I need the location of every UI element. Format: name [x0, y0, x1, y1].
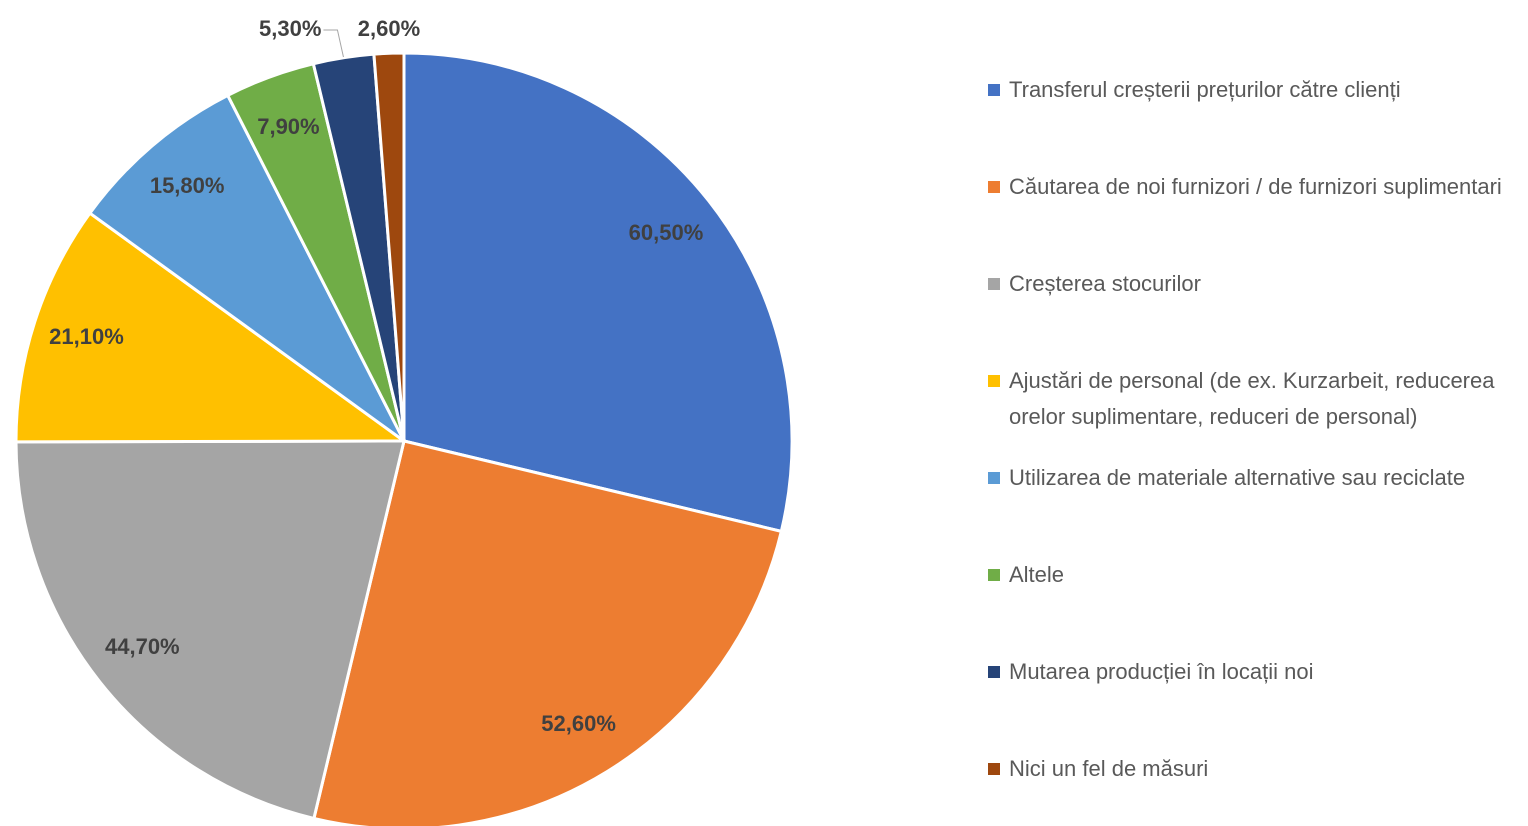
legend-swatch [988, 375, 1000, 387]
data-label: 15,80% [150, 173, 225, 198]
legend-swatch [988, 666, 1000, 678]
data-label: 44,70% [105, 634, 180, 659]
legend-label: Altele [1009, 562, 1065, 587]
legend-entry: Nici un fel de măsuri [988, 751, 1524, 787]
legend-entry: Creșterea stocurilor [988, 266, 1524, 302]
data-label: 5,30% [259, 16, 321, 41]
slice [87, 93, 406, 443]
data-label: 21,10% [49, 324, 124, 349]
legend-entry: Mutarea producției în locații noi [988, 654, 1524, 690]
data-label: 52,60% [541, 711, 616, 736]
slice [312, 439, 784, 826]
slice [402, 51, 794, 534]
data-label: 7,90% [257, 114, 319, 139]
slice [14, 211, 409, 444]
slice [14, 439, 406, 821]
legend-entry: Transferul creșterii prețurilor către cl… [988, 72, 1524, 108]
legend-swatch [988, 181, 1000, 193]
data-label: 60,50% [629, 220, 704, 245]
legend-label: Nici un fel de măsuri [1009, 756, 1209, 781]
legend-swatch [988, 569, 1000, 581]
legend-entry: Utilizarea de materiale alternative sau … [988, 460, 1524, 496]
legend-label: Ajustări de personal (de ex. Kurzarbeit,… [1009, 368, 1495, 429]
legend-swatch [988, 763, 1000, 775]
legend-entry: Căutarea de noi furnizori / de furnizori… [988, 169, 1524, 205]
legend-label: Creșterea stocurilor [1009, 271, 1201, 296]
legend-swatch [988, 472, 1000, 484]
data-label: 2,60% [358, 16, 420, 41]
legend-label: Mutarea producției în locații noi [1009, 659, 1314, 684]
slice [372, 51, 406, 442]
legend-swatch [988, 84, 1000, 96]
leader-line [323, 29, 344, 58]
legend-label: Căutarea de noi furnizori / de furnizori… [1009, 174, 1502, 199]
legend-entry: Ajustări de personal (de ex. Kurzarbeit,… [988, 363, 1524, 435]
legend-swatch [988, 278, 1000, 290]
legend-label: Utilizarea de materiale alternative sau … [1009, 465, 1466, 490]
legend-entry: Altele [988, 557, 1524, 593]
legend-label: Transferul creșterii prețurilor către cl… [1009, 77, 1401, 102]
